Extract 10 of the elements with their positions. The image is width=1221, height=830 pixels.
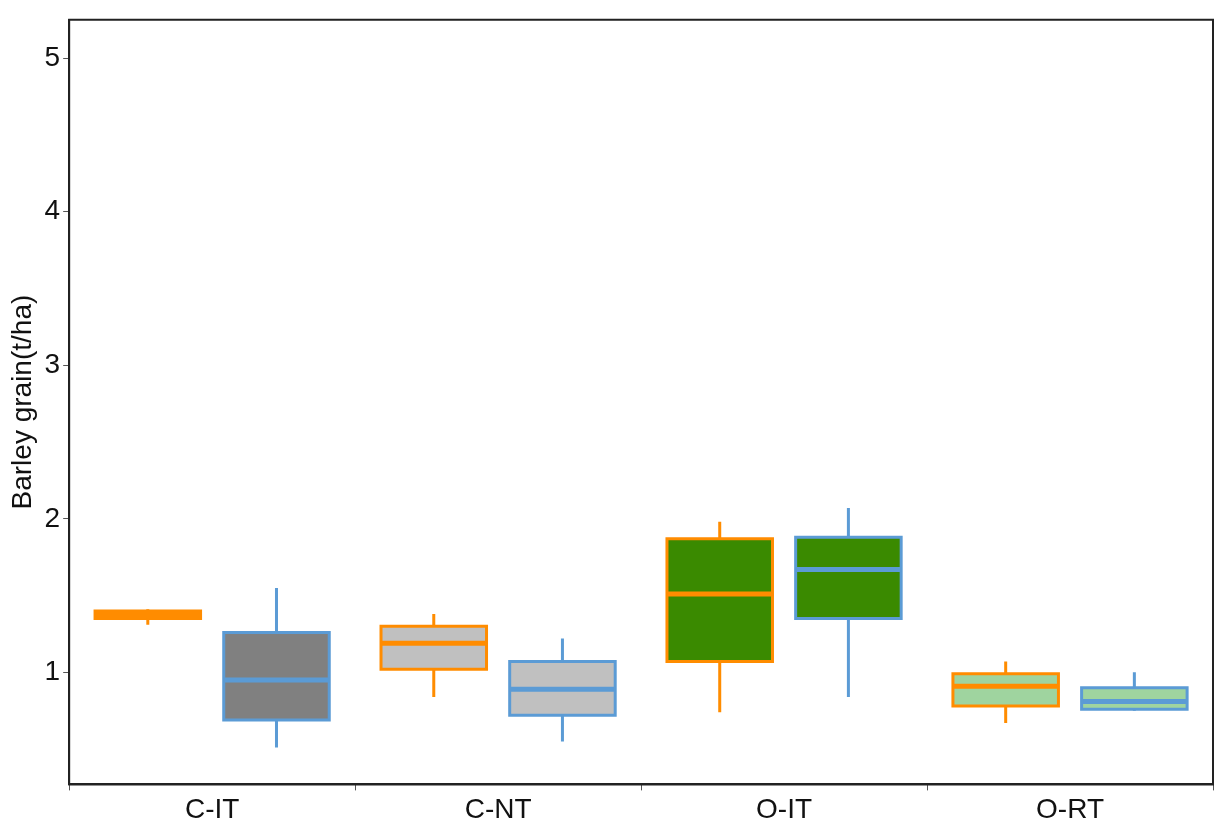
x-tick-label: C-IT <box>184 792 240 824</box>
y-tick-label: 1 <box>44 655 61 687</box>
y-tick-label: 3 <box>44 347 61 379</box>
x-tick-label: C-NT <box>464 792 532 824</box>
x-tick-label: O-IT <box>756 792 813 824</box>
y-axis-title: Barley grain(t/ha) <box>5 294 37 510</box>
x-tick-label: O-RT <box>1036 792 1104 824</box>
y-tick-label: 4 <box>44 194 61 226</box>
y-tick-label: 2 <box>44 501 61 533</box>
y-tick-label: 5 <box>44 40 61 72</box>
